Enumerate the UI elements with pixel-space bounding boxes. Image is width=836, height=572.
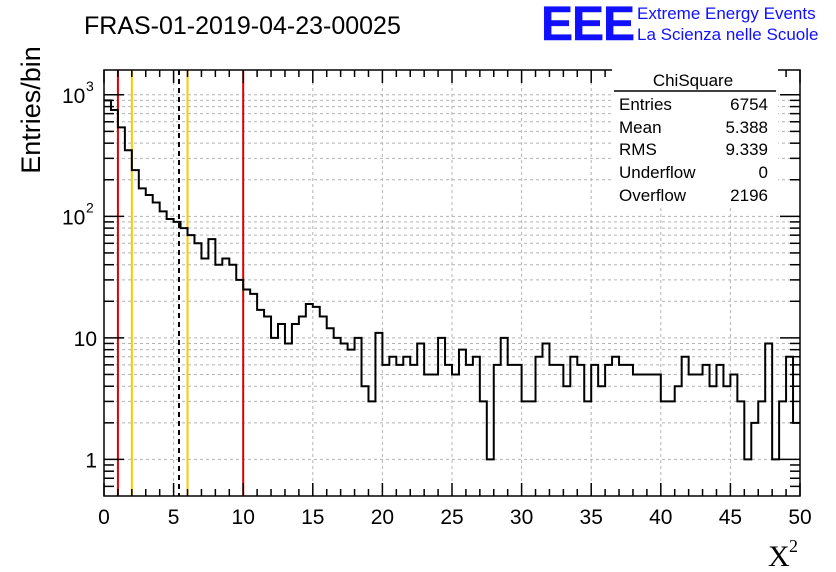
stats-value-underflow: 0 <box>759 163 768 182</box>
x-tick-label: 35 <box>580 506 603 529</box>
stats-label-mean: Mean <box>619 118 662 137</box>
y-tick-exponent: 2 <box>86 199 94 215</box>
stats-value-entries: 6754 <box>730 95 768 114</box>
histogram-series <box>104 99 800 461</box>
x-tick-label: 30 <box>510 506 533 529</box>
x-tick-label: 40 <box>649 506 672 529</box>
x-axis-label-main: X <box>768 540 790 572</box>
stats-label-rms: RMS <box>619 140 657 159</box>
stats-label-underflow: Underflow <box>619 163 696 182</box>
reference-lines <box>116 70 245 496</box>
gridlines <box>104 70 800 496</box>
x-tick-label: 20 <box>371 506 394 529</box>
x-tick-label: 45 <box>719 506 742 529</box>
y-tick-label: 1 <box>85 449 97 472</box>
stats-value-rms: 9.339 <box>725 140 768 159</box>
logo-line1: Extreme Energy Events <box>637 4 816 23</box>
x-axis-label-exp: 2 <box>789 536 798 556</box>
stats-label-overflow: Overflow <box>619 186 687 205</box>
x-tick-label: 10 <box>232 506 255 529</box>
x-tick-label: 0 <box>98 506 110 529</box>
logo-mark: EEE <box>541 0 634 51</box>
stats-value-mean: 5.388 <box>725 118 768 137</box>
y-tick-label: 10 <box>62 85 85 108</box>
stats-value-overflow: 2196 <box>730 186 768 205</box>
x-tick-label: 15 <box>301 506 324 529</box>
x-tick-label: 25 <box>440 506 463 529</box>
y-axis-label: Entries/bin <box>16 46 46 174</box>
stats-title: ChiSquare <box>653 71 733 90</box>
x-tick-label: 5 <box>168 506 180 529</box>
x-tick-label: 50 <box>788 506 811 529</box>
y-tick-exponent: 3 <box>86 78 94 94</box>
stats-label-entries: Entries <box>619 95 672 114</box>
y-tick-label: 10 <box>62 206 85 229</box>
y-tick-label: 10 <box>74 328 97 351</box>
eee-logo: EEE Extreme Energy Events La Scienza nel… <box>541 0 819 51</box>
chart-title: FRAS-01-2019-04-23-00025 <box>84 12 401 40</box>
logo-line2: La Scienza nelle Scuole <box>637 25 818 44</box>
x-axis-label: X 2 <box>768 536 798 572</box>
stats-box: ChiSquare Entries 6754 Mean 5.388 RMS 9.… <box>612 68 778 208</box>
